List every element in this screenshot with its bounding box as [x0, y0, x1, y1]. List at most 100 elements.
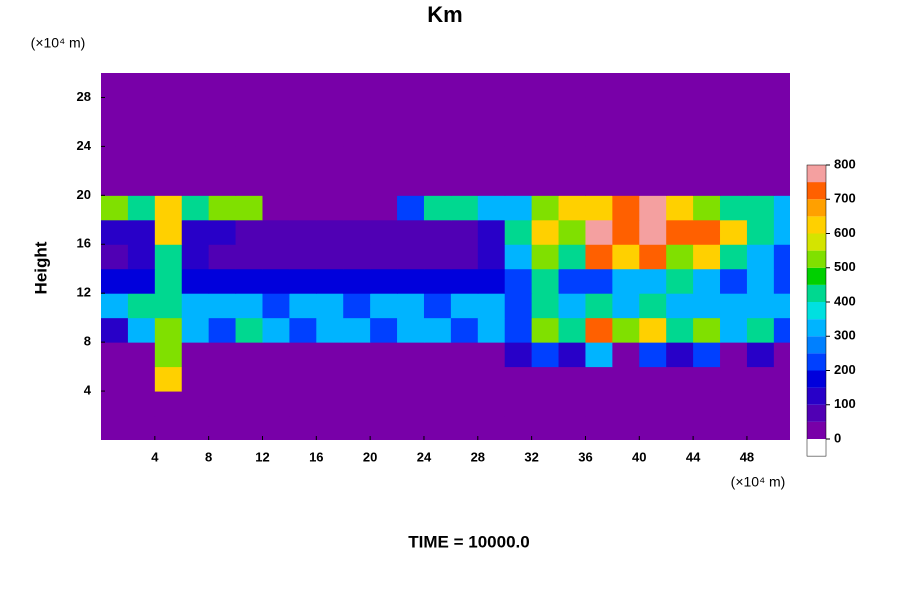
cell: [450, 121, 479, 147]
cell: [720, 268, 748, 294]
cell: [343, 366, 371, 392]
cell: [262, 342, 290, 368]
cell: [639, 415, 667, 440]
cell: [558, 244, 586, 270]
cell: [101, 170, 129, 196]
cell: [101, 366, 129, 392]
y-tick-label: 12: [77, 285, 91, 300]
cell: [720, 317, 748, 343]
cell: [397, 342, 425, 368]
cell: [746, 195, 775, 221]
cell: [423, 268, 452, 294]
colorbar-band: [807, 319, 826, 337]
cell: [531, 219, 560, 245]
cell: [666, 195, 694, 221]
cell: [397, 244, 425, 270]
cell: [693, 244, 721, 270]
cell: [504, 342, 533, 368]
cell: [720, 366, 748, 392]
cell: [235, 97, 263, 123]
cell: [316, 121, 344, 147]
cell: [208, 146, 237, 172]
cell: [154, 97, 183, 123]
cell: [370, 73, 398, 98]
cell: [450, 268, 479, 294]
cell: [612, 244, 640, 270]
x-tick-label: 16: [309, 449, 323, 464]
cell: [154, 415, 183, 440]
cell: [639, 317, 667, 343]
cell: [558, 268, 586, 294]
cell: [127, 121, 156, 147]
cell: [397, 219, 425, 245]
colorbar-band: [807, 250, 826, 268]
cell: [450, 73, 479, 98]
cell: [343, 391, 371, 417]
cell: [504, 195, 533, 221]
cell: [504, 146, 533, 172]
cell: [531, 170, 560, 196]
cell: [423, 342, 452, 368]
cell: [154, 268, 183, 294]
cell: [289, 146, 317, 172]
colorbar-tick-label: 300: [834, 328, 856, 343]
cell: [773, 195, 790, 221]
cell: [235, 293, 263, 319]
colorbar-tick-label: 600: [834, 225, 856, 240]
y-tick-label: 16: [77, 236, 91, 251]
cell: [450, 170, 479, 196]
colorbar-band: [807, 233, 826, 251]
cell: [316, 293, 344, 319]
cell: [477, 121, 506, 147]
cell: [450, 293, 479, 319]
cell: [397, 195, 425, 221]
y-tick-label: 8: [84, 334, 91, 349]
cell: [289, 195, 317, 221]
cell: [423, 391, 452, 417]
cell: [343, 73, 371, 98]
cell: [504, 170, 533, 196]
cell: [666, 293, 694, 319]
cell: [477, 415, 506, 440]
cell: [773, 73, 790, 98]
cell: [612, 293, 640, 319]
cell: [370, 366, 398, 392]
cell: [746, 97, 775, 123]
cell: [720, 170, 748, 196]
x-tick-label: 28: [471, 449, 485, 464]
cell: [316, 268, 344, 294]
cell: [262, 170, 290, 196]
cell: [208, 73, 237, 98]
cell: [343, 415, 371, 440]
colorbar-band: [807, 182, 826, 200]
cell: [235, 415, 263, 440]
cell: [127, 415, 156, 440]
cell: [101, 317, 129, 343]
cell: [370, 293, 398, 319]
cell: [370, 121, 398, 147]
cell: [316, 170, 344, 196]
cell: [208, 121, 237, 147]
cell: [316, 146, 344, 172]
cell: [477, 195, 506, 221]
cell: [262, 219, 290, 245]
cell: [397, 293, 425, 319]
cell: [585, 342, 613, 368]
cell: [746, 73, 775, 98]
cell: [531, 342, 560, 368]
cell: [693, 170, 721, 196]
cell: [720, 146, 748, 172]
cell: [370, 146, 398, 172]
y-tick-label: 28: [77, 89, 91, 104]
cell: [639, 97, 667, 123]
cell: [666, 244, 694, 270]
colorbar-band: [807, 387, 826, 405]
cell: [423, 121, 452, 147]
cell: [127, 73, 156, 98]
cell: [235, 219, 263, 245]
cell: [316, 219, 344, 245]
cell: [181, 293, 210, 319]
cell: [423, 146, 452, 172]
cell: [477, 366, 506, 392]
cell: [693, 121, 721, 147]
